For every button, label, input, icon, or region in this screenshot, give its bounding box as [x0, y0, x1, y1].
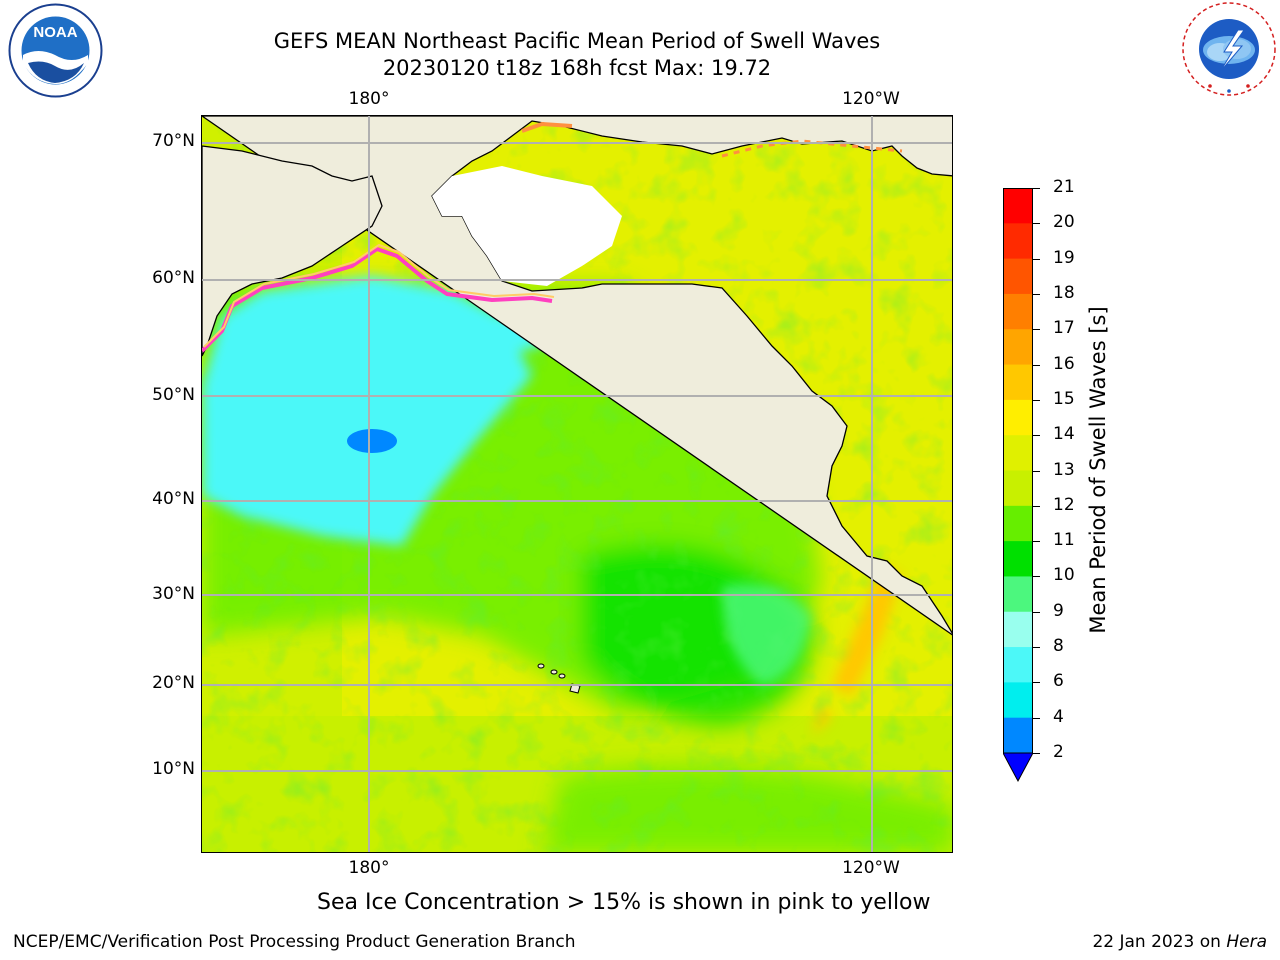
- colorbar-outline: [1003, 188, 1033, 754]
- colorbar-tick-mark: [1033, 258, 1040, 260]
- footer-org: NCEP/EMC/Verification Post Processing Pr…: [13, 932, 576, 952]
- swell-field-min: [347, 429, 397, 453]
- nws-logo: [1180, 0, 1278, 98]
- colorbar-band: [1003, 293, 1033, 330]
- colorbar-band: [1003, 647, 1033, 683]
- lon-label-top-120w: 120°W: [842, 89, 900, 109]
- footer-host: Hera: [1226, 932, 1267, 952]
- sea-ice-note: Sea Ice Concentration > 15% is shown in …: [317, 890, 931, 915]
- colorbar-tick-mark: [1033, 435, 1040, 437]
- colorbar: [1003, 188, 1033, 783]
- colorbar-tick-mark: [1033, 223, 1040, 225]
- colorbar-tick-label: 9: [1053, 600, 1064, 621]
- colorbar-band: [1003, 364, 1033, 401]
- colorbar-band: [1003, 505, 1033, 542]
- lat-label-30n: 30°N: [152, 584, 195, 604]
- colorbar-tick-label: 18: [1053, 282, 1075, 303]
- colorbar-tick-mark: [1033, 682, 1040, 684]
- colorbar-band: [1003, 188, 1033, 224]
- colorbar-tick-mark: [1033, 576, 1040, 578]
- colorbar-band: [1003, 541, 1033, 577]
- land-kamchatka: [202, 145, 383, 357]
- colorbar-tick-mark: [1033, 541, 1040, 543]
- colorbar-band: [1003, 435, 1033, 471]
- land-alaska-ne: [432, 166, 622, 286]
- sea-ice-fringe: [202, 122, 903, 353]
- colorbar-tick-label: 15: [1053, 388, 1075, 409]
- colorbar-tick-label: 11: [1053, 530, 1075, 551]
- colorbar-band: [1003, 576, 1033, 613]
- colorbar-band: [1003, 223, 1033, 260]
- colorbar-tick-mark: [1033, 611, 1040, 613]
- lat-label-40n: 40°N: [152, 489, 195, 509]
- colorbar-band: [1003, 470, 1033, 507]
- colorbar-tick-label: 17: [1053, 318, 1075, 339]
- colorbar-tick-mark: [1033, 647, 1040, 649]
- colorbar-band: [1003, 682, 1033, 719]
- colorbar-band: [1003, 717, 1033, 754]
- chart-subtitle: 20230120 t18z 168h fcst Max: 19.72: [382, 56, 772, 80]
- lat-label-70n: 70°N: [152, 131, 195, 151]
- colorbar-tick-label: 14: [1053, 424, 1075, 445]
- colorbar-tick-label: 4: [1053, 706, 1064, 727]
- chart-title: GEFS MEAN Northeast Pacific Mean Period …: [273, 29, 881, 53]
- lon-label-top-180: 180°: [348, 89, 390, 109]
- colorbar-band: [1003, 329, 1033, 366]
- graticule: [202, 116, 952, 852]
- colorbar-tick-mark: [1033, 293, 1040, 295]
- colorbar-tick-label: 13: [1053, 459, 1075, 480]
- noaa-logo-text: NOAA: [33, 24, 77, 41]
- lat-label-60n: 60°N: [152, 268, 195, 288]
- colorbar-tick-label: 21: [1053, 177, 1075, 197]
- lat-label-20n: 20°N: [152, 673, 195, 693]
- noaa-logo: NOAA: [8, 3, 103, 98]
- colorbar-tick-mark: [1033, 717, 1040, 719]
- colorbar-tick-mark: [1033, 470, 1040, 472]
- lon-label-bottom-180: 180°: [348, 858, 390, 878]
- lat-label-10n: 10°N: [152, 759, 195, 779]
- colorbar-tick-label: 16: [1053, 353, 1075, 374]
- footer-date-text: 22 Jan 2023 on: [1092, 932, 1227, 952]
- lon-label-bottom-120w: 120°W: [842, 858, 900, 878]
- colorbar-tick-mark: [1033, 753, 1040, 754]
- colorbar-tick-mark: [1033, 364, 1040, 366]
- colorbar-tick-label: 2: [1053, 742, 1064, 762]
- colorbar-band: [1003, 611, 1033, 648]
- swell-period-field: [202, 116, 952, 852]
- colorbar-tick-label: 20: [1053, 212, 1075, 233]
- footer-date: 22 Jan 2023 on Hera: [1092, 932, 1267, 952]
- colorbar-tick-mark: [1033, 329, 1040, 331]
- hawaiian-islands: [537, 663, 581, 694]
- colorbar-band: [1003, 399, 1033, 436]
- colorbar-title: Mean Period of Swell Waves [s]: [1086, 306, 1110, 634]
- colorbar-tick-label: 19: [1053, 247, 1075, 268]
- colorbar-tick-label: 8: [1053, 636, 1064, 657]
- colorbar-band: [1003, 258, 1033, 295]
- colorbar-tick-mark: [1033, 399, 1040, 401]
- map-panel: [201, 115, 953, 853]
- colorbar-tick-label: 12: [1053, 494, 1075, 515]
- lat-label-50n: 50°N: [152, 385, 195, 405]
- colorbar-tick-label: 6: [1053, 671, 1064, 692]
- colorbar-tick-mark: [1033, 188, 1040, 189]
- colorbar-tick-label: 10: [1053, 565, 1075, 586]
- colorbar-tick-mark: [1033, 505, 1040, 507]
- colorbar-extension: [1003, 752, 1033, 783]
